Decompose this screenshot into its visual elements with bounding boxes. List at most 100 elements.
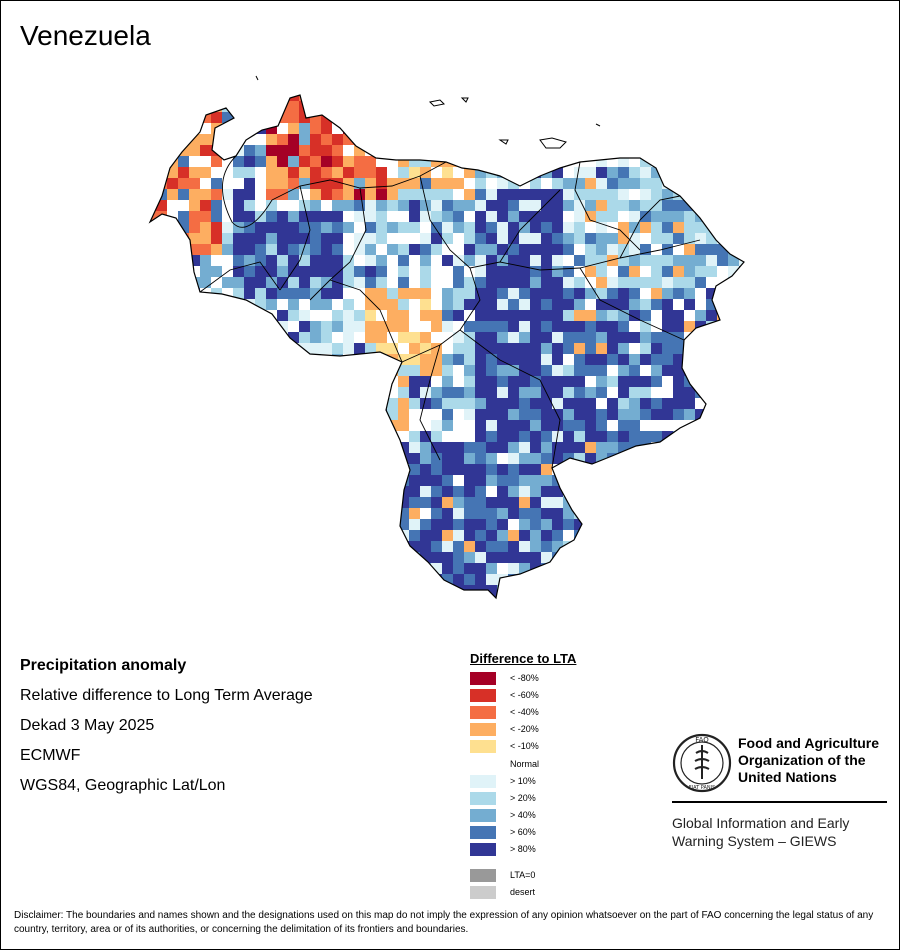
anomaly-cell [156, 420, 167, 431]
anomaly-cell [541, 497, 552, 508]
anomaly-cell [288, 145, 299, 156]
anomaly-cell [343, 244, 354, 255]
anomaly-cell [409, 211, 420, 222]
anomaly-cell [508, 321, 519, 332]
anomaly-cell [211, 178, 222, 189]
anomaly-cell [398, 266, 409, 277]
anomaly-cell [343, 167, 354, 178]
anomaly-cell [332, 475, 343, 486]
anomaly-cell [464, 541, 475, 552]
anomaly-cell [684, 222, 695, 233]
anomaly-cell [150, 200, 156, 211]
anomaly-cell [651, 200, 662, 211]
anomaly-cell [398, 255, 409, 266]
anomaly-cell [365, 288, 376, 299]
anomaly-cell [739, 156, 744, 167]
anomaly-cell [497, 365, 508, 376]
anomaly-cell [717, 95, 728, 101]
anomaly-cell [343, 321, 354, 332]
anomaly-cell [585, 200, 596, 211]
anomaly-cell [244, 552, 255, 563]
anomaly-cell [662, 486, 673, 497]
anomaly-cell [343, 365, 354, 376]
anomaly-cell [530, 497, 541, 508]
anomaly-cell [376, 398, 387, 409]
anomaly-cell [508, 442, 519, 453]
anomaly-cell [299, 277, 310, 288]
anomaly-cell [167, 343, 178, 354]
anomaly-cell [310, 101, 321, 112]
anomaly-cell [585, 508, 596, 519]
anomaly-cell [420, 156, 431, 167]
anomaly-cell [508, 178, 519, 189]
anomaly-cell [299, 519, 310, 530]
anomaly-cell [640, 266, 651, 277]
anomaly-cell [651, 552, 662, 563]
anomaly-cell [728, 167, 739, 178]
anomaly-cell [640, 288, 651, 299]
anomaly-cell [150, 255, 156, 266]
anomaly-cell [332, 376, 343, 387]
anomaly-cell [519, 552, 530, 563]
anomaly-cell [332, 123, 343, 134]
anomaly-cell [508, 420, 519, 431]
anomaly-cell [453, 112, 464, 123]
anomaly-cell [728, 95, 739, 101]
anomaly-cell [585, 519, 596, 530]
anomaly-cell [189, 288, 200, 299]
anomaly-cell [508, 112, 519, 123]
anomaly-cell [150, 453, 156, 464]
anomaly-cell [607, 112, 618, 123]
anomaly-cell [651, 354, 662, 365]
anomaly-cell [618, 222, 629, 233]
anomaly-cell [508, 475, 519, 486]
anomaly-cell [662, 464, 673, 475]
anomaly-cell [684, 354, 695, 365]
anomaly-cell [629, 321, 640, 332]
anomaly-cell [706, 299, 717, 310]
anomaly-cell [409, 101, 420, 112]
anomaly-cell [530, 255, 541, 266]
anomaly-cell [167, 530, 178, 541]
anomaly-cell [321, 497, 332, 508]
anomaly-cell [728, 420, 739, 431]
anomaly-cell [409, 288, 420, 299]
anomaly-cell [310, 398, 321, 409]
anomaly-cell [332, 497, 343, 508]
anomaly-cell [640, 178, 651, 189]
anomaly-cell [442, 442, 453, 453]
anomaly-cell [222, 332, 233, 343]
anomaly-cell [464, 343, 475, 354]
legend-label: < -10% [510, 741, 539, 751]
anomaly-cell [585, 442, 596, 453]
anomaly-cell [695, 420, 706, 431]
anomaly-cell [651, 167, 662, 178]
anomaly-cell [343, 332, 354, 343]
anomaly-cell [299, 464, 310, 475]
anomaly-cell [486, 508, 497, 519]
anomaly-cell [211, 266, 222, 277]
anomaly-cell [321, 244, 332, 255]
anomaly-cell [178, 310, 189, 321]
anomaly-cell [739, 211, 744, 222]
anomaly-cell [189, 189, 200, 200]
anomaly-cell [530, 387, 541, 398]
anomaly-cell [255, 519, 266, 530]
anomaly-cell [585, 530, 596, 541]
anomaly-cell [442, 145, 453, 156]
anomaly-cell [150, 167, 156, 178]
anomaly-cell [365, 486, 376, 497]
anomaly-cell [321, 222, 332, 233]
anomaly-cell [167, 112, 178, 123]
anomaly-cell [398, 563, 409, 574]
anomaly-cell [178, 299, 189, 310]
anomaly-cell [244, 585, 255, 596]
anomaly-cell [585, 585, 596, 596]
anomaly-cell [310, 222, 321, 233]
anomaly-cell [189, 200, 200, 211]
anomaly-cell [299, 420, 310, 431]
anomaly-cell [640, 189, 651, 200]
anomaly-cell [376, 222, 387, 233]
anomaly-cell [178, 211, 189, 222]
anomaly-cell [684, 95, 695, 101]
